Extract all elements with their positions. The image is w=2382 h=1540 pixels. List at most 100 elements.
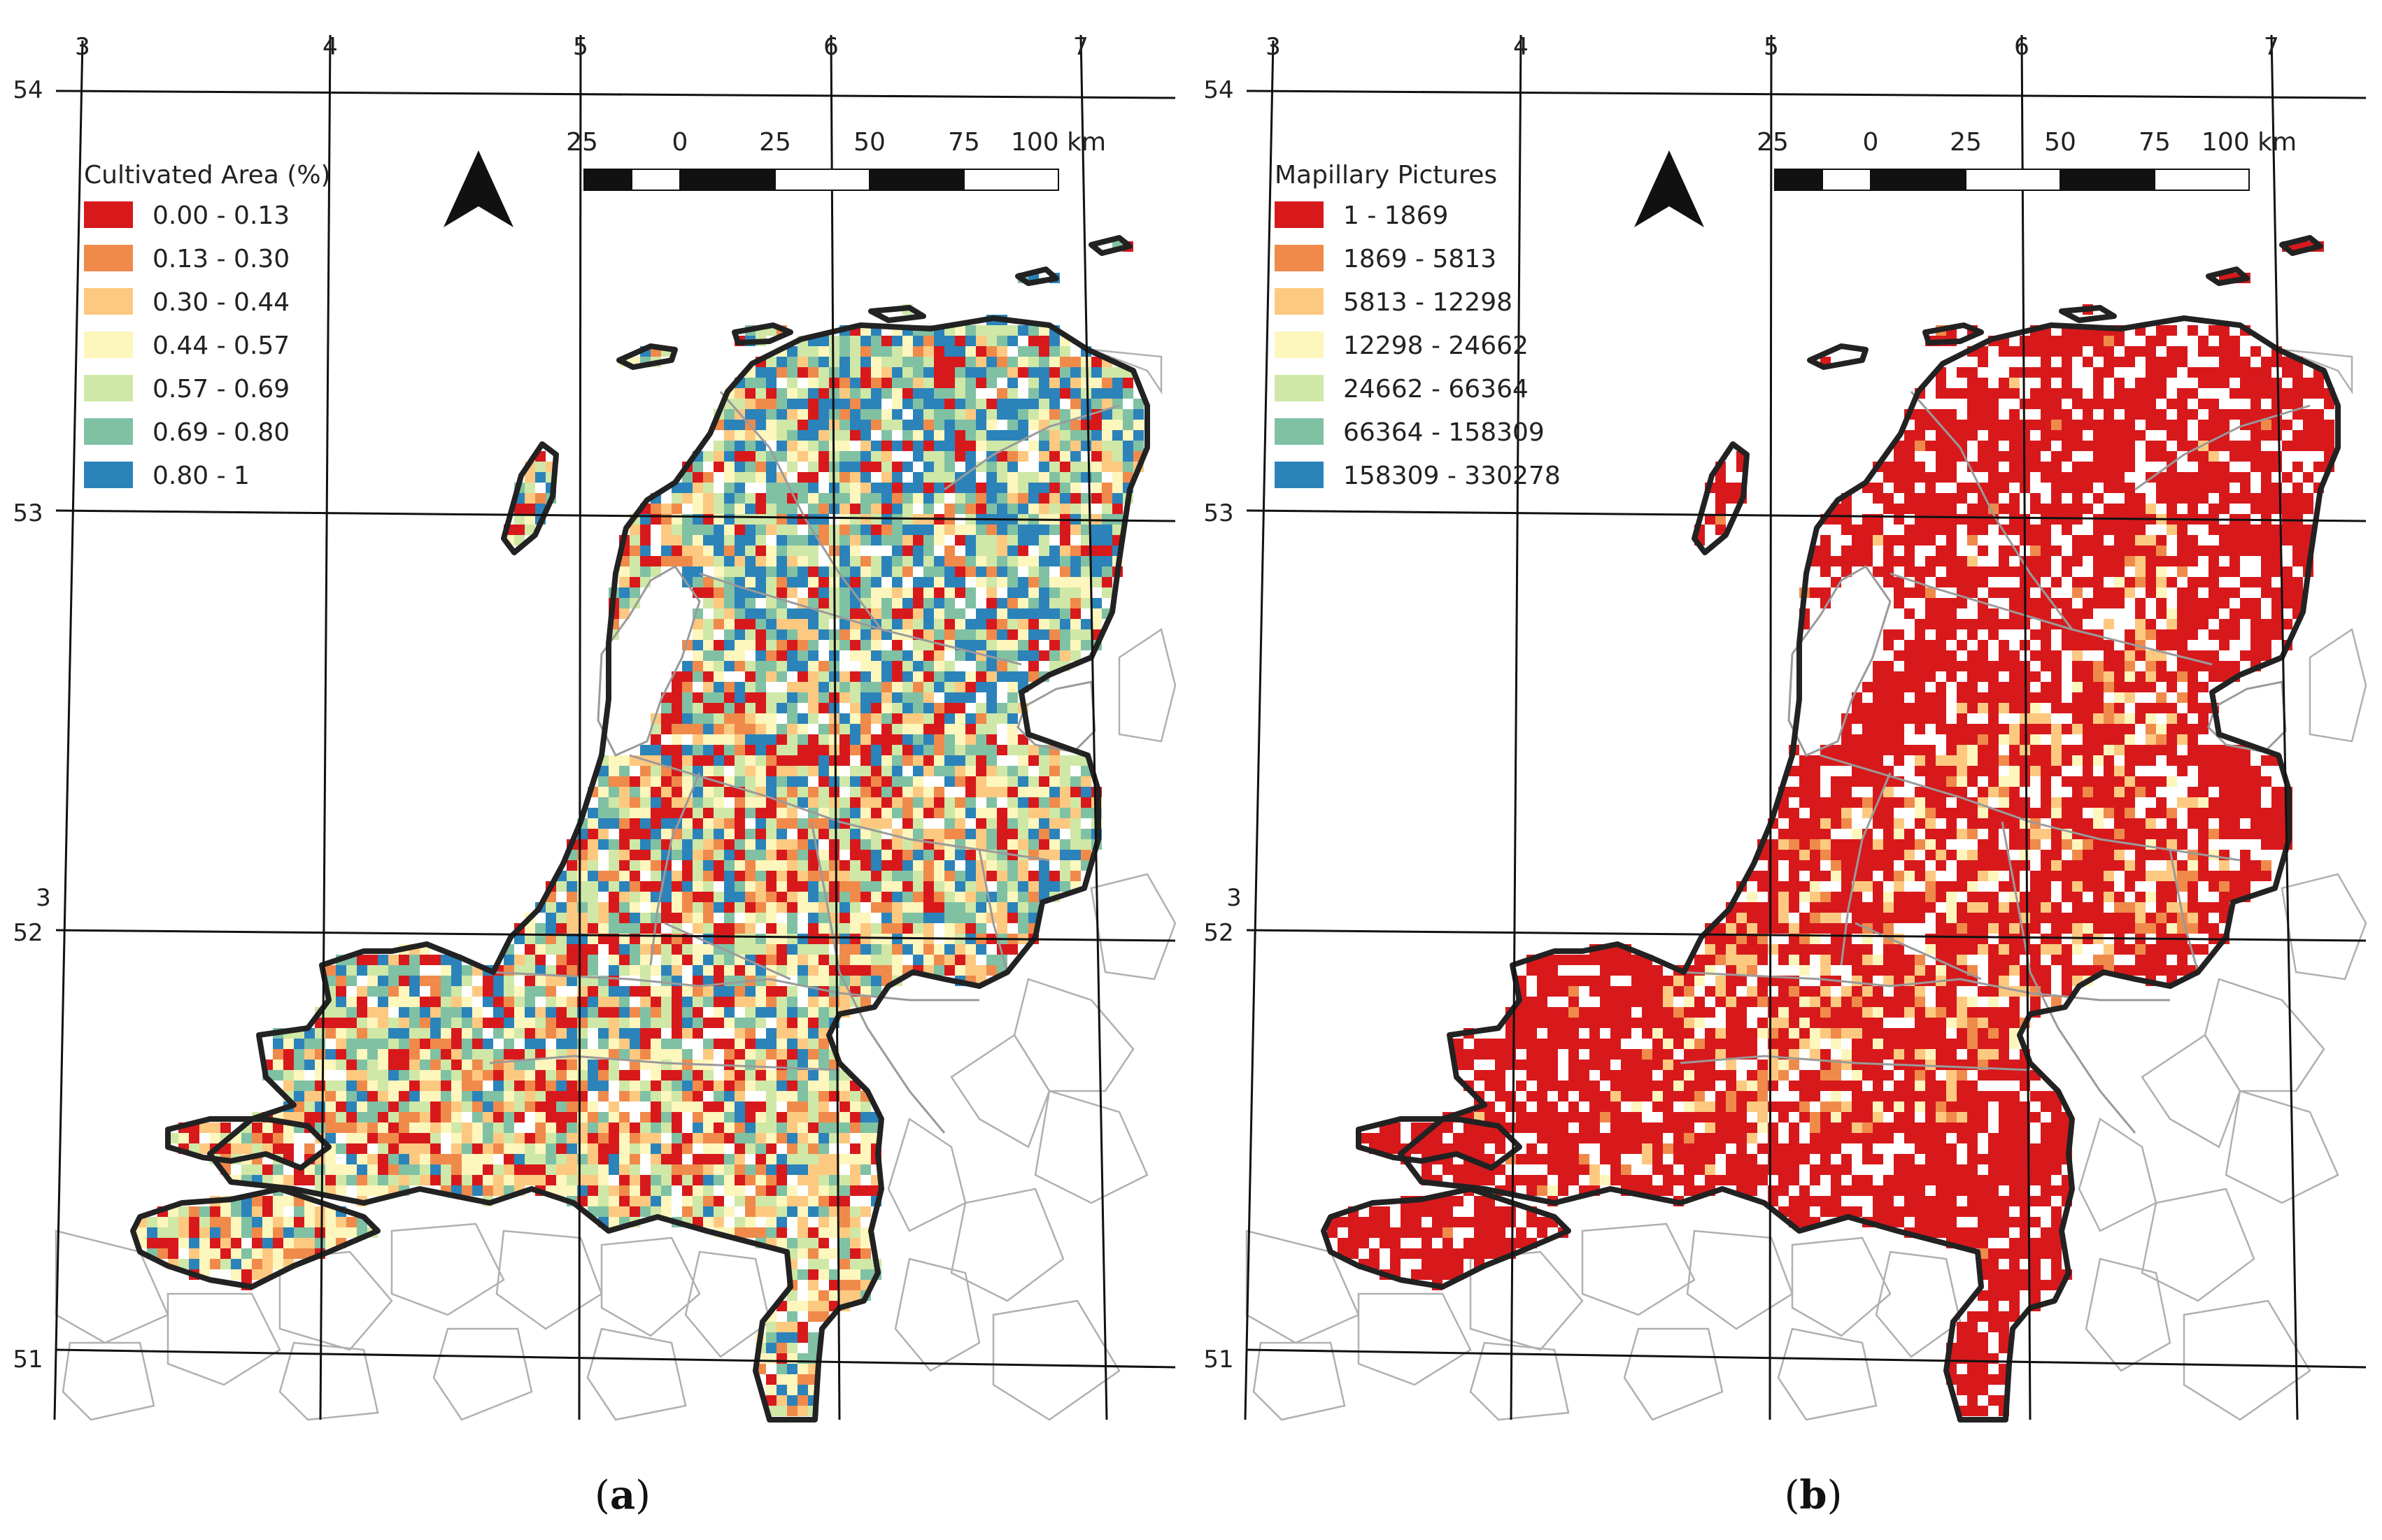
grid-cell	[714, 818, 724, 829]
grid-cell	[777, 587, 787, 598]
grid-cell	[1967, 514, 1978, 525]
grid-cell	[1133, 441, 1144, 451]
grid-cell	[860, 839, 871, 850]
grid-cell	[1070, 850, 1081, 860]
grid-cell	[756, 997, 766, 1007]
grid-cell	[787, 409, 797, 420]
grid-cell	[913, 619, 923, 629]
grid-cell	[2041, 472, 2051, 483]
grid-cell	[294, 1070, 304, 1081]
grid-cell	[2313, 388, 2324, 399]
grid-cell	[598, 808, 609, 818]
map-bottom-margin	[0, 1423, 1191, 1540]
grid-cell	[693, 1185, 703, 1196]
grid-cell	[2030, 462, 2041, 472]
grid-cell	[1946, 535, 1957, 546]
grid-cell	[997, 399, 1007, 409]
grid-cell	[651, 1101, 661, 1112]
grid-cell	[2261, 546, 2271, 556]
grid-cell	[735, 1039, 745, 1049]
grid-cell	[2198, 399, 2209, 409]
grid-cell	[902, 420, 913, 430]
grid-cell	[1060, 535, 1070, 546]
grid-cell	[839, 892, 850, 902]
grid-cell	[1049, 525, 1060, 535]
grid-cell	[745, 504, 756, 514]
grid-cell	[756, 1206, 766, 1217]
grid-cell	[944, 619, 955, 629]
grid-cell	[672, 1122, 682, 1133]
grid-cell	[1060, 504, 1070, 514]
grid-cell	[378, 1133, 388, 1143]
grid-cell	[1018, 892, 1028, 902]
grid-cell	[839, 1091, 850, 1101]
grid-cell	[1915, 640, 1925, 650]
grid-cell	[178, 1217, 189, 1227]
grid-cell	[1039, 881, 1049, 892]
grid-cell	[525, 1101, 535, 1112]
grid-cell	[913, 671, 923, 682]
grid-cell	[714, 1018, 724, 1028]
grid-cell	[567, 881, 577, 892]
grid-cell	[273, 1164, 283, 1175]
grid-cell	[1841, 556, 1852, 566]
grid-cell	[881, 724, 892, 734]
grid-cell	[1049, 766, 1060, 776]
grid-cell	[409, 1101, 420, 1112]
grid-cell	[724, 1133, 735, 1143]
grid-cell	[2104, 556, 2114, 566]
grid-cell	[1007, 619, 1018, 629]
grid-cell	[1925, 619, 1936, 629]
grid-cell	[2261, 504, 2271, 514]
grid-cell	[997, 430, 1007, 441]
grid-cell	[1049, 629, 1060, 640]
grid-cell	[703, 1164, 714, 1175]
grid-cell	[756, 619, 766, 629]
grid-cell	[965, 713, 976, 724]
grid-cell	[1978, 346, 1988, 357]
grid-cell	[965, 682, 976, 692]
grid-cell	[850, 745, 860, 755]
grid-cell	[693, 1091, 703, 1101]
grid-cell	[304, 1039, 315, 1049]
grid-cell	[2062, 388, 2072, 399]
grid-cell	[2292, 441, 2303, 451]
grid-cell	[220, 1122, 231, 1133]
grid-cell	[672, 955, 682, 965]
grid-cell	[682, 566, 693, 577]
grid-cell	[2030, 629, 2041, 640]
grid-cell	[640, 1081, 651, 1091]
grid-cell	[651, 818, 661, 829]
grid-cell	[1112, 451, 1123, 462]
grid-cell	[2219, 619, 2229, 629]
grid-cell	[2250, 629, 2261, 640]
grid-cell	[986, 871, 997, 881]
grid-cell	[682, 724, 693, 734]
grid-cell	[325, 1238, 336, 1248]
grid-cell	[1946, 441, 1957, 451]
grid-cell	[1925, 441, 1936, 451]
grid-cell	[619, 1122, 630, 1133]
grid-cell	[1894, 535, 1904, 546]
grid-cell	[735, 766, 745, 776]
grid-cell	[525, 1018, 535, 1028]
grid-cell	[682, 913, 693, 923]
grid-cell	[871, 577, 881, 587]
grid-cell	[567, 944, 577, 955]
grid-cell	[399, 1007, 409, 1018]
grid-cell	[210, 1238, 220, 1248]
grid-cell	[1978, 577, 1988, 587]
grid-cell	[839, 692, 850, 703]
grid-cell	[241, 1217, 252, 1227]
grid-cell	[693, 923, 703, 934]
grid-cell	[934, 902, 944, 913]
grid-cell	[2167, 608, 2177, 619]
grid-cell	[336, 1227, 346, 1238]
grid-cell	[965, 409, 976, 420]
grid-cell	[976, 766, 986, 776]
grid-cell	[714, 892, 724, 902]
grid-cell	[619, 997, 630, 1007]
grid-cell	[1936, 577, 1946, 587]
grid-cell	[1936, 430, 1946, 441]
grid-cell	[2292, 409, 2303, 420]
